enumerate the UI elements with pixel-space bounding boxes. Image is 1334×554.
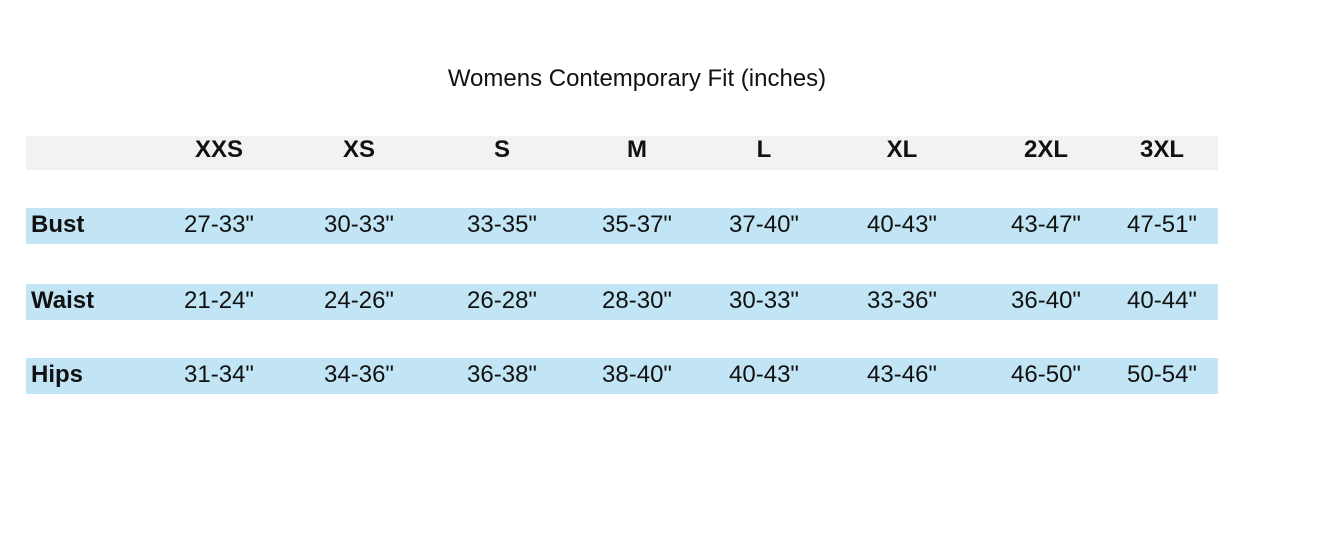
cell: 28-30" <box>602 287 672 314</box>
row-label: Hips <box>31 361 84 388</box>
header-cell: 3XL <box>1139 136 1185 163</box>
cell: 40-43" <box>867 211 937 238</box>
header-cell: M <box>627 136 647 163</box>
cell: 33-35" <box>467 211 537 238</box>
cell: 37-40" <box>729 211 799 238</box>
cell: 40-44" <box>1127 287 1197 314</box>
header-cell: XXS <box>194 136 244 163</box>
cell: 34-36" <box>324 361 394 388</box>
cell: 31-34" <box>184 361 254 388</box>
cell: 46-50" <box>1011 361 1081 388</box>
cell: 36-38" <box>467 361 537 388</box>
header-cell: XL <box>886 136 918 163</box>
cell: 33-36" <box>867 287 937 314</box>
cell: 30-33" <box>729 287 799 314</box>
cell: 50-54" <box>1127 361 1197 388</box>
header-cell: 2XL <box>1023 136 1069 163</box>
cell: 47-51" <box>1127 211 1197 238</box>
cell: 21-24" <box>184 287 254 314</box>
cell: 27-33" <box>184 211 254 238</box>
cell: 35-37" <box>602 211 672 238</box>
cell: 30-33" <box>324 211 394 238</box>
header-cell: S <box>493 136 511 163</box>
header-band <box>26 136 1218 170</box>
row-label: Bust <box>31 211 85 238</box>
cell: 43-46" <box>867 361 937 388</box>
header-cell: XS <box>342 136 376 163</box>
cell: 38-40" <box>602 361 672 388</box>
row-band <box>26 208 1218 244</box>
cell: 43-47" <box>1011 211 1081 238</box>
cell: 40-43" <box>729 361 799 388</box>
title: Womens Contemporary Fit (inches) <box>447 65 827 92</box>
cell: 24-26" <box>324 287 394 314</box>
cell: 36-40" <box>1011 287 1081 314</box>
header-cell: L <box>756 136 772 163</box>
row-band <box>26 284 1218 320</box>
row-label: Waist <box>31 287 95 314</box>
cell: 26-28" <box>467 287 537 314</box>
row-band <box>26 358 1218 394</box>
